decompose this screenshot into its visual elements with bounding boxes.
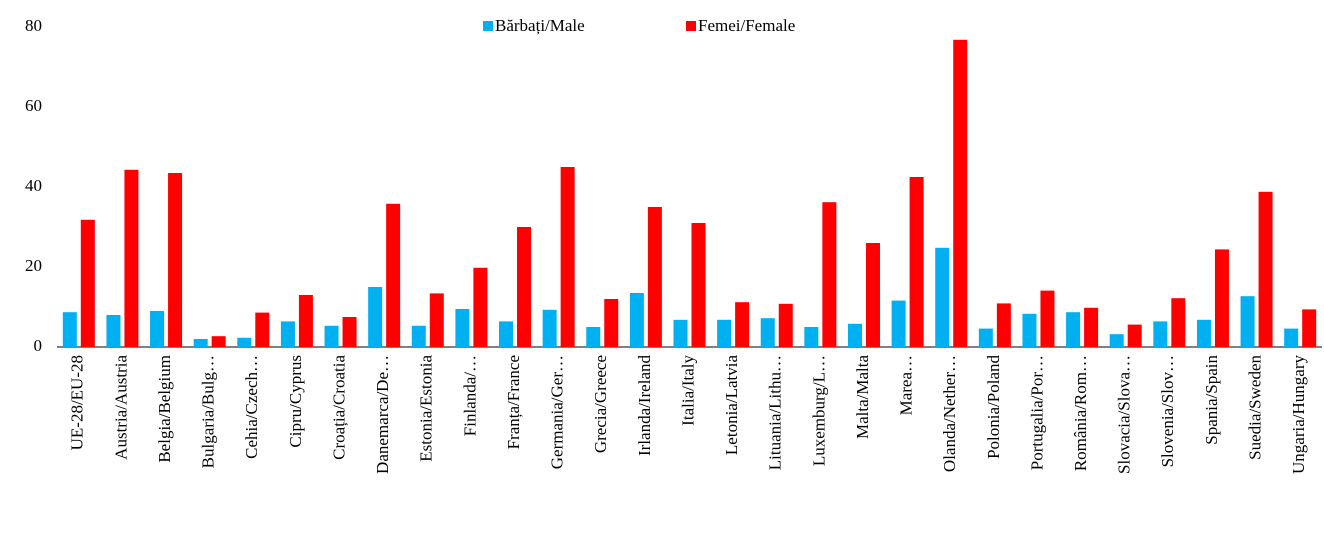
bar <box>1240 296 1255 347</box>
bar <box>891 300 906 347</box>
bar <box>106 315 121 347</box>
bar <box>978 328 993 347</box>
bar <box>429 293 444 347</box>
bar <box>193 339 208 347</box>
x-tick-label: Estonia/Estonia <box>417 355 436 462</box>
x-tick-label: Bulgaria/Bulg… <box>199 355 218 468</box>
x-tick-label: Finlanda/… <box>460 355 479 436</box>
bar <box>1302 309 1317 347</box>
bar <box>1127 324 1142 347</box>
bar <box>996 303 1011 347</box>
x-tick-label: Marea… <box>897 355 916 415</box>
x-tick-label: Lituania/Lithu… <box>766 355 785 470</box>
bar <box>1022 313 1037 347</box>
bar <box>368 287 383 347</box>
x-tick-label: Croația/Croatia <box>329 355 348 460</box>
x-tick-label: Cipru/Cyprus <box>286 355 305 448</box>
x-tick-label: Spania/Spain <box>1202 355 1221 445</box>
bar <box>1066 312 1081 347</box>
bar <box>1084 307 1099 347</box>
bar <box>517 227 532 347</box>
bar <box>604 299 619 347</box>
bar <box>760 318 775 347</box>
y-tick-label: 20 <box>25 256 42 275</box>
bar <box>255 312 270 347</box>
bar <box>324 325 339 347</box>
legend-label: Femei/Female <box>698 16 795 35</box>
x-tick-label: Franța/France <box>504 355 523 449</box>
bar <box>473 267 488 347</box>
bar <box>822 202 837 347</box>
x-tick-label: Olanda/Nether… <box>940 355 959 472</box>
x-tick-label: Portugalia/Por… <box>1027 355 1046 470</box>
x-tick-label: UE-28/EU-28 <box>68 355 87 450</box>
x-tick-label: Ungaria/Hungary <box>1289 355 1308 474</box>
bar <box>735 302 750 347</box>
bar <box>953 39 968 348</box>
bar <box>124 169 139 347</box>
bar <box>62 312 77 347</box>
bar <box>211 336 226 347</box>
x-tick-label: Polonia/Poland <box>984 355 1003 459</box>
bar <box>168 173 183 347</box>
bar <box>542 309 557 347</box>
x-tick-label: Austria/Austria <box>111 355 130 460</box>
x-tick-label: Germania/Ger… <box>548 355 567 469</box>
x-tick-label: Suedia/Sweden <box>1245 355 1264 460</box>
bar <box>1196 319 1211 347</box>
y-tick-label: 0 <box>34 336 43 355</box>
bar <box>847 323 862 347</box>
bar <box>80 219 95 347</box>
y-tick-label: 40 <box>25 176 42 195</box>
bar <box>629 293 644 347</box>
bar <box>499 321 514 347</box>
bar <box>673 319 688 347</box>
bar <box>865 243 880 347</box>
y-tick-label: 60 <box>25 96 42 115</box>
bar <box>1214 249 1229 347</box>
bar <box>1040 290 1055 347</box>
bar <box>342 317 357 347</box>
legend-swatch <box>483 21 493 31</box>
x-tick-label: Danemarca/De… <box>373 355 392 474</box>
bar <box>237 337 252 347</box>
bar <box>1153 321 1168 347</box>
bar <box>411 325 426 347</box>
legend-swatch <box>686 21 696 31</box>
bar <box>280 321 295 347</box>
bar <box>1284 328 1299 347</box>
x-tick-label: Slovenia/Slov… <box>1158 355 1177 467</box>
bar <box>1171 298 1186 347</box>
bar <box>1258 191 1273 347</box>
x-tick-label: România/Rom… <box>1071 355 1090 471</box>
bar <box>586 327 601 347</box>
x-tick-label: Slovacia/Slova… <box>1115 355 1134 474</box>
bar <box>560 167 575 347</box>
x-tick-label: Cehia/Czech… <box>242 355 261 459</box>
x-tick-label: Letonia/Latvia <box>722 355 741 456</box>
bar <box>717 319 732 347</box>
y-tick-label: 80 <box>25 16 42 35</box>
bar <box>150 311 165 347</box>
bar <box>935 247 950 347</box>
bar <box>647 207 662 347</box>
x-tick-label: Grecia/Greece <box>591 355 610 453</box>
bar <box>778 303 793 347</box>
bar <box>386 203 401 347</box>
x-tick-label: Malta/Malta <box>853 355 872 439</box>
x-tick-label: Belgia/Belgium <box>155 355 174 463</box>
x-tick-label: Luxemburg/L… <box>809 355 828 466</box>
x-tick-label: Irlanda/Ireland <box>635 355 654 456</box>
legend-label: Bărbați/Male <box>495 16 585 35</box>
bar <box>909 177 924 347</box>
bar <box>804 327 819 347</box>
bar <box>1109 334 1124 347</box>
bar <box>298 295 313 347</box>
x-tick-label: Italia/Italy <box>678 355 697 426</box>
bar <box>691 223 706 347</box>
bar <box>455 309 470 347</box>
